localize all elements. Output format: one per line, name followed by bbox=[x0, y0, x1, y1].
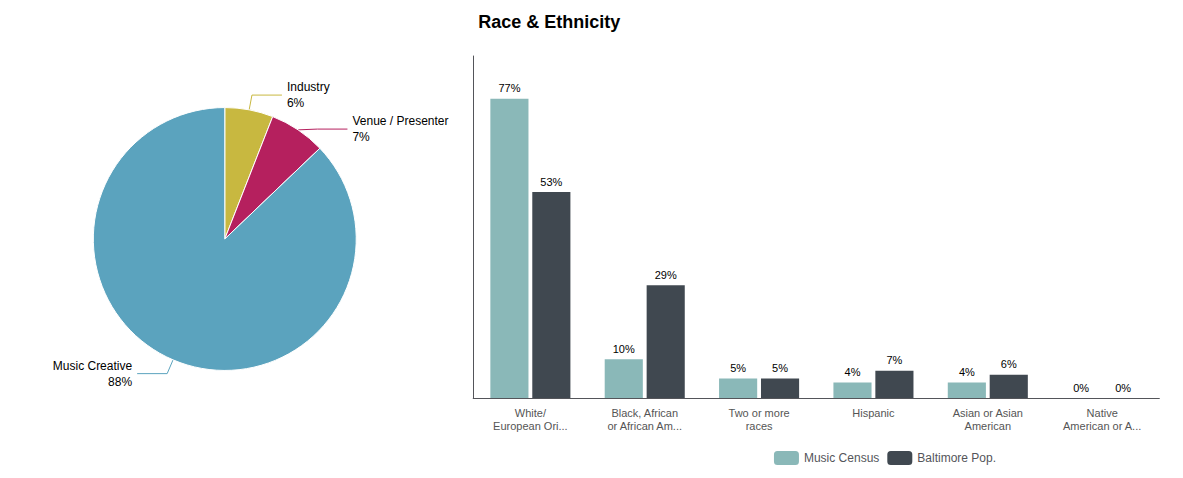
svg-text:White/: White/ bbox=[515, 407, 547, 419]
svg-text:Hispanic: Hispanic bbox=[852, 407, 895, 419]
svg-text:88%: 88% bbox=[108, 375, 132, 389]
svg-text:29%: 29% bbox=[655, 269, 677, 281]
svg-text:7%: 7% bbox=[352, 130, 370, 144]
svg-text:Baltimore Pop.: Baltimore Pop. bbox=[917, 451, 996, 465]
svg-text:6%: 6% bbox=[1001, 358, 1017, 370]
svg-text:5%: 5% bbox=[730, 362, 746, 374]
svg-text:races: races bbox=[746, 420, 773, 432]
svg-text:4%: 4% bbox=[845, 366, 861, 378]
svg-text:European Ori...: European Ori... bbox=[493, 420, 568, 432]
svg-text:Race & Ethnicity: Race & Ethnicity bbox=[478, 12, 620, 32]
svg-text:or African Am...: or African Am... bbox=[607, 420, 682, 432]
svg-text:6%: 6% bbox=[287, 96, 305, 110]
svg-text:0%: 0% bbox=[1115, 382, 1131, 394]
svg-text:Black, African: Black, African bbox=[611, 407, 678, 419]
svg-text:Native: Native bbox=[1087, 407, 1118, 419]
svg-text:Asian or Asian: Asian or Asian bbox=[953, 407, 1023, 419]
svg-text:Music Creative: Music Creative bbox=[53, 359, 133, 373]
svg-text:Venue / Presenter: Venue / Presenter bbox=[352, 114, 448, 128]
svg-text:53%: 53% bbox=[540, 176, 562, 188]
svg-text:Music Census: Music Census bbox=[804, 451, 879, 465]
svg-text:77%: 77% bbox=[498, 82, 520, 94]
svg-text:7%: 7% bbox=[886, 354, 902, 366]
svg-text:10%: 10% bbox=[613, 343, 635, 355]
svg-text:4%: 4% bbox=[959, 366, 975, 378]
svg-text:0%: 0% bbox=[1073, 382, 1089, 394]
svg-text:Two or more: Two or more bbox=[729, 407, 790, 419]
svg-text:Industry: Industry bbox=[287, 80, 330, 94]
svg-text:American or A...: American or A... bbox=[1063, 420, 1141, 432]
svg-text:5%: 5% bbox=[772, 362, 788, 374]
svg-text:American: American bbox=[965, 420, 1011, 432]
